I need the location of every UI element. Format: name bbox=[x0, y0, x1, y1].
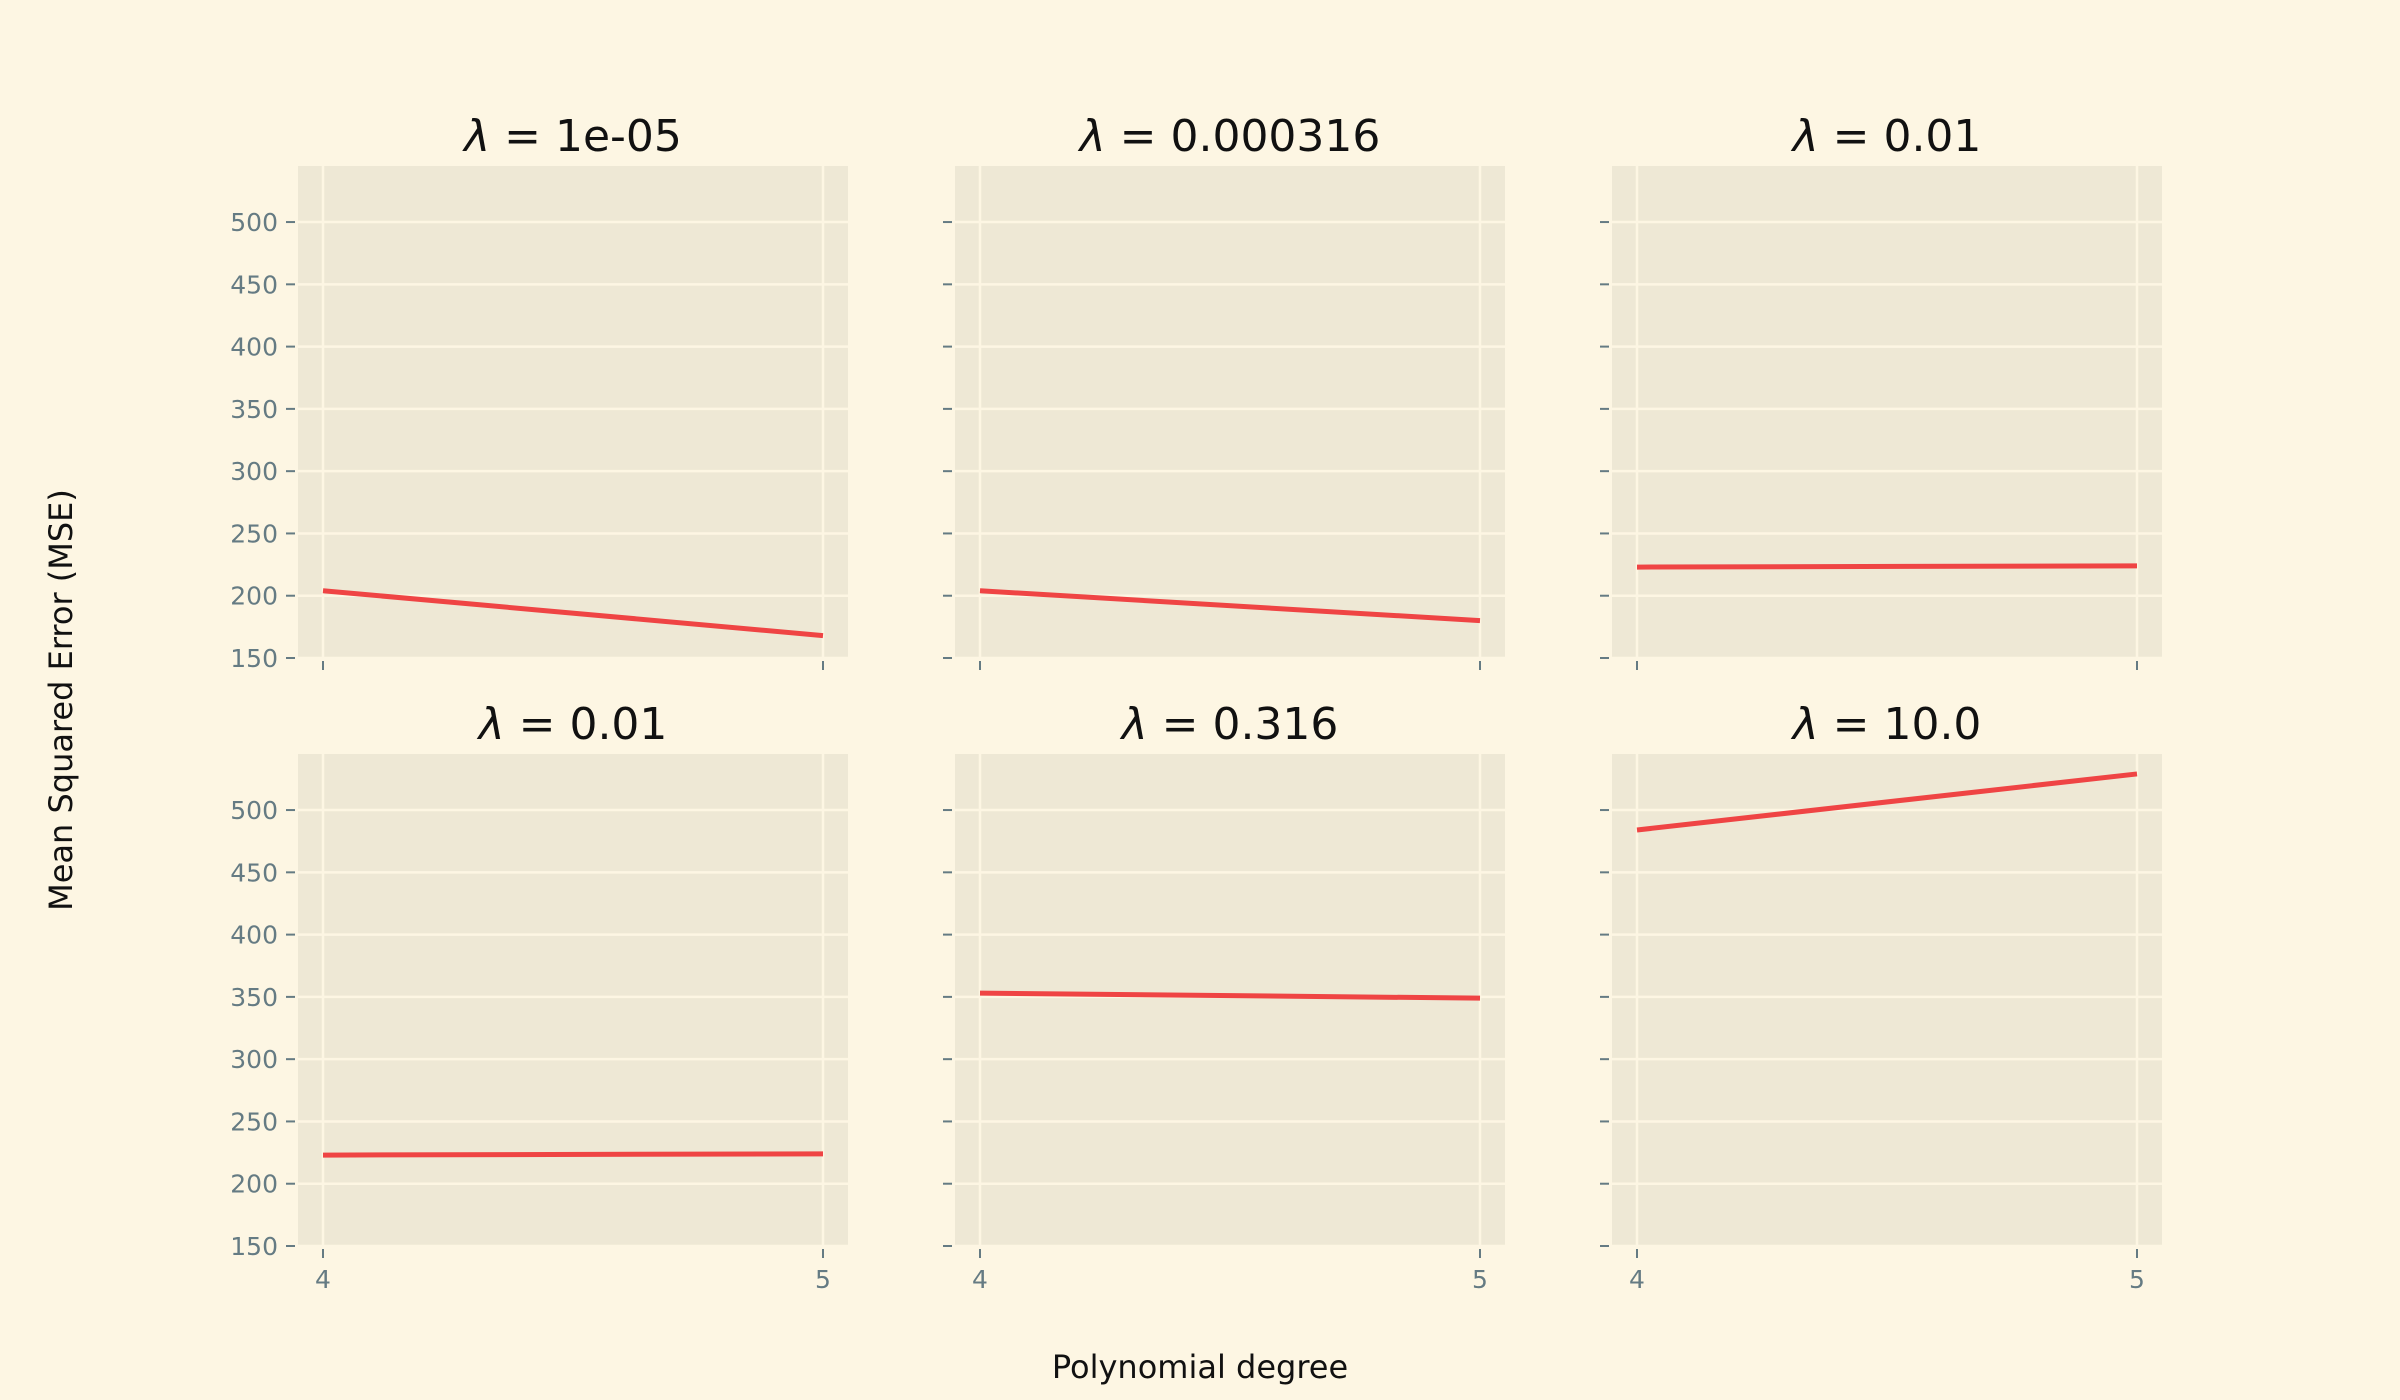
y-tick-label: 300 bbox=[230, 457, 278, 486]
y-tick-label: 300 bbox=[230, 1045, 278, 1074]
subplot-title: λ = 0.01 bbox=[477, 699, 668, 750]
y-tick-label: 150 bbox=[230, 644, 278, 673]
y-tick-label: 450 bbox=[230, 270, 278, 299]
subplot-title: λ = 0.000316 bbox=[1078, 111, 1381, 162]
subplot-title-symbol: λ bbox=[1078, 111, 1106, 162]
subplot-panel: 4 5 λ = 0.316 bbox=[943, 699, 1505, 1294]
subplot-title: λ = 10.0 bbox=[1791, 699, 1982, 750]
series-line bbox=[1636, 771, 2138, 833]
y-tick-label: 500 bbox=[230, 796, 278, 825]
subplot-title: λ = 1e-05 bbox=[462, 111, 682, 162]
x-axis-label: Polynomial degree bbox=[1052, 1348, 1348, 1386]
subplot-title-symbol: λ bbox=[462, 111, 490, 162]
subplot-title-value: = 10.0 bbox=[1819, 699, 1982, 750]
subplot-title-value: = 0.000316 bbox=[1106, 111, 1381, 162]
subplot-title: λ = 0.01 bbox=[1791, 111, 1982, 162]
series-line bbox=[322, 1151, 824, 1158]
subplot-title-symbol: λ bbox=[1120, 699, 1148, 750]
x-tick-label: 4 bbox=[972, 1265, 988, 1294]
subplot-title-symbol: λ bbox=[1791, 699, 1819, 750]
y-tick-label: 350 bbox=[230, 983, 278, 1012]
x-tick-label: 4 bbox=[1629, 1265, 1645, 1294]
series-line bbox=[979, 588, 1481, 624]
y-axis-label: Mean Squared Error (MSE) bbox=[42, 489, 80, 911]
subplot-title: λ = 0.316 bbox=[1120, 699, 1339, 750]
series-line bbox=[979, 990, 1481, 1001]
plot-area bbox=[955, 754, 1505, 1246]
subplot-title-symbol: λ bbox=[477, 699, 505, 750]
subplot-title-value: = 0.01 bbox=[505, 699, 668, 750]
subplot-title-value: = 0.316 bbox=[1148, 699, 1339, 750]
plot-area bbox=[1612, 166, 2162, 658]
y-tick-label: 350 bbox=[230, 395, 278, 424]
plot-area bbox=[298, 754, 848, 1246]
subplot-panel: 150 200 250 300 350 400 450 500 4 5 λ = 0.01 bbox=[230, 699, 848, 1294]
plot-area bbox=[298, 166, 848, 658]
x-tick-label: 5 bbox=[2129, 1265, 2145, 1294]
x-tick-label: 5 bbox=[1472, 1265, 1488, 1294]
y-tick-label: 500 bbox=[230, 208, 278, 237]
y-tick-label: 400 bbox=[230, 921, 278, 950]
y-tick-label: 150 bbox=[230, 1232, 278, 1261]
plot-area bbox=[1612, 754, 2162, 1246]
y-tick-label: 400 bbox=[230, 333, 278, 362]
subplot-panel: 150 200 250 300 350 400 450 500 λ = 1e-05 bbox=[230, 111, 848, 673]
subplot-title-value: = 1e-05 bbox=[490, 111, 682, 162]
y-tick-label: 250 bbox=[230, 519, 278, 548]
series-line bbox=[1636, 563, 2138, 570]
series-line bbox=[322, 588, 824, 639]
subplot-title-value: = 0.01 bbox=[1819, 111, 1982, 162]
x-tick-label: 4 bbox=[315, 1265, 331, 1294]
subplot-panel: λ = 0.01 bbox=[1600, 111, 2162, 670]
plot-area bbox=[955, 166, 1505, 658]
subplot-panel: 4 5 λ = 10.0 bbox=[1600, 699, 2162, 1294]
y-tick-label: 200 bbox=[230, 1170, 278, 1199]
y-tick-label: 200 bbox=[230, 582, 278, 611]
x-tick-label: 5 bbox=[815, 1265, 831, 1294]
subplot-title-symbol: λ bbox=[1791, 111, 1819, 162]
y-tick-label: 250 bbox=[230, 1107, 278, 1136]
y-tick-label: 450 bbox=[230, 858, 278, 887]
subplot-panel: λ = 0.000316 bbox=[943, 111, 1505, 670]
